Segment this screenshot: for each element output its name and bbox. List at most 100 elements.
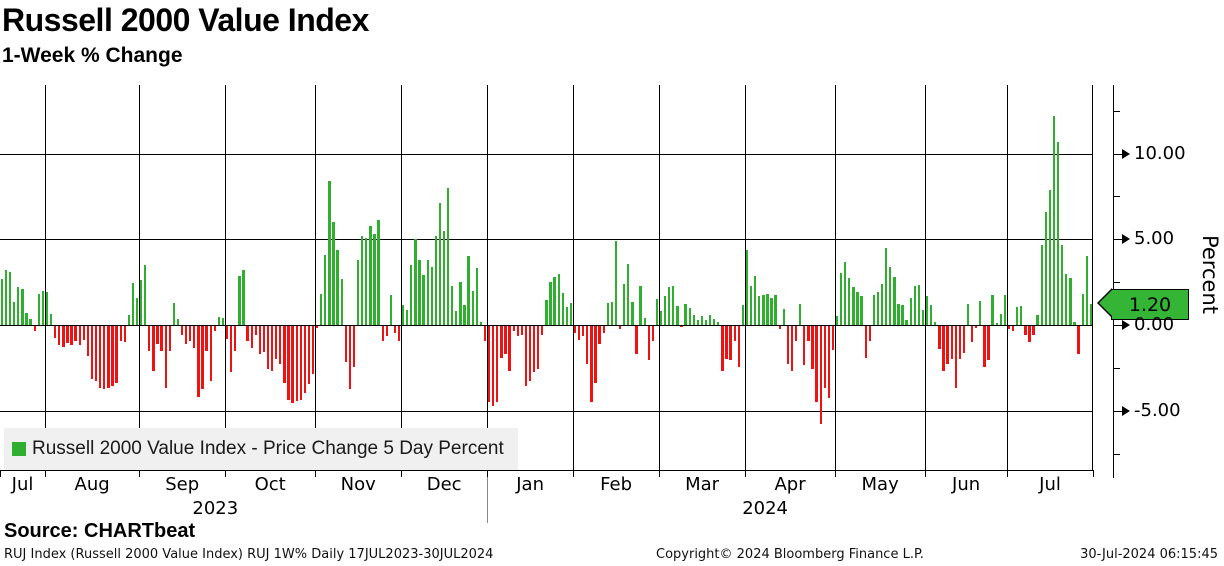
data-bar <box>1048 190 1052 325</box>
data-bar <box>717 321 720 325</box>
data-bar <box>708 314 712 325</box>
data-bar <box>668 287 671 325</box>
data-bar <box>1061 245 1064 325</box>
data-bar <box>340 278 343 325</box>
data-bar <box>442 230 446 325</box>
data-bar <box>700 316 704 325</box>
data-bar <box>1077 326 1080 355</box>
data-bar <box>262 326 266 352</box>
data-bar <box>393 326 397 333</box>
data-bar <box>663 295 667 325</box>
data-bar <box>692 314 695 325</box>
data-bar <box>909 297 912 325</box>
y-axis-major-tick <box>1114 239 1124 241</box>
data-bar <box>1032 326 1035 335</box>
data-bar <box>778 326 781 329</box>
data-bar <box>655 299 659 325</box>
data-bar <box>496 326 499 403</box>
data-bar <box>569 302 573 325</box>
data-bar <box>770 298 773 325</box>
data-bar <box>737 326 740 368</box>
y-axis-minor-tick <box>1114 110 1120 112</box>
data-bar <box>639 285 642 325</box>
data-bar <box>598 326 601 344</box>
data-bar <box>13 301 16 325</box>
gridline-month <box>745 85 747 470</box>
data-bar <box>516 326 519 337</box>
data-bar <box>4 270 8 325</box>
data-bar <box>741 305 745 325</box>
data-bar <box>369 226 372 325</box>
data-bar <box>1056 141 1060 325</box>
gridline-month <box>225 85 227 470</box>
data-bar <box>131 283 135 325</box>
y-axis-spine <box>1113 85 1114 478</box>
data-bar <box>246 326 249 342</box>
data-bar <box>942 326 945 371</box>
x-axis-tick <box>1007 470 1009 477</box>
data-bar <box>578 326 581 340</box>
data-bar <box>844 262 847 325</box>
data-bar <box>41 290 45 325</box>
data-bar <box>676 306 679 325</box>
data-bar <box>209 326 212 381</box>
data-bar <box>54 326 57 338</box>
data-bar <box>99 326 102 388</box>
data-bar <box>107 326 110 388</box>
data-bar <box>332 222 335 325</box>
data-bar <box>217 317 221 325</box>
data-bar <box>1003 295 1007 325</box>
y-axis-label: 0.00 <box>1134 314 1175 335</box>
data-bar <box>590 326 593 403</box>
data-bar <box>774 295 777 325</box>
gridline-month <box>925 85 927 470</box>
data-bar <box>389 295 392 325</box>
y-axis-tick-arrow-icon <box>1122 234 1130 245</box>
data-bar <box>176 319 180 325</box>
x-axis-month-label: Sep <box>165 474 200 495</box>
data-bar <box>352 326 356 368</box>
data-bar <box>213 326 216 332</box>
x-axis-tick <box>745 470 747 477</box>
data-bar <box>885 247 888 325</box>
data-bar <box>532 326 536 373</box>
data-bar <box>921 310 925 325</box>
data-bar <box>897 304 900 325</box>
data-bar <box>1073 322 1076 325</box>
data-bar <box>487 326 491 403</box>
y-axis-major-tick <box>1114 410 1124 412</box>
gridline-month <box>835 85 837 470</box>
x-axis-tick <box>401 470 403 477</box>
data-bar <box>320 294 323 325</box>
data-bar <box>528 326 532 381</box>
data-bar <box>197 326 200 398</box>
data-bar <box>156 326 159 344</box>
chart-title: Russell 2000 Value Index <box>2 2 369 38</box>
data-bar <box>999 313 1002 325</box>
data-bar <box>160 326 163 351</box>
data-bar <box>17 287 20 325</box>
data-bar <box>889 266 892 325</box>
data-bar <box>991 295 994 325</box>
data-bar <box>8 271 12 325</box>
data-bar <box>872 295 876 325</box>
data-bar <box>426 259 429 325</box>
data-bar <box>520 326 523 335</box>
y-axis-minor-tick <box>1114 453 1120 455</box>
footer-security-info: RUJ Index (Russell 2000 Value Index) RUJ… <box>4 547 494 562</box>
x-axis-month-label: Mar <box>685 474 720 495</box>
data-bar <box>242 270 245 325</box>
data-bar <box>839 272 843 325</box>
data-bar <box>553 277 556 325</box>
data-bar <box>758 295 761 325</box>
plot-right-border <box>1092 85 1093 470</box>
data-bar <box>983 326 986 368</box>
data-bar <box>852 287 855 325</box>
data-bar <box>225 326 229 339</box>
data-bar <box>1036 314 1039 325</box>
y-axis-minor-tick <box>1114 367 1120 369</box>
year-separator-line <box>487 471 488 523</box>
data-bar <box>82 326 85 340</box>
data-bar <box>172 302 176 325</box>
data-bar <box>33 326 36 332</box>
